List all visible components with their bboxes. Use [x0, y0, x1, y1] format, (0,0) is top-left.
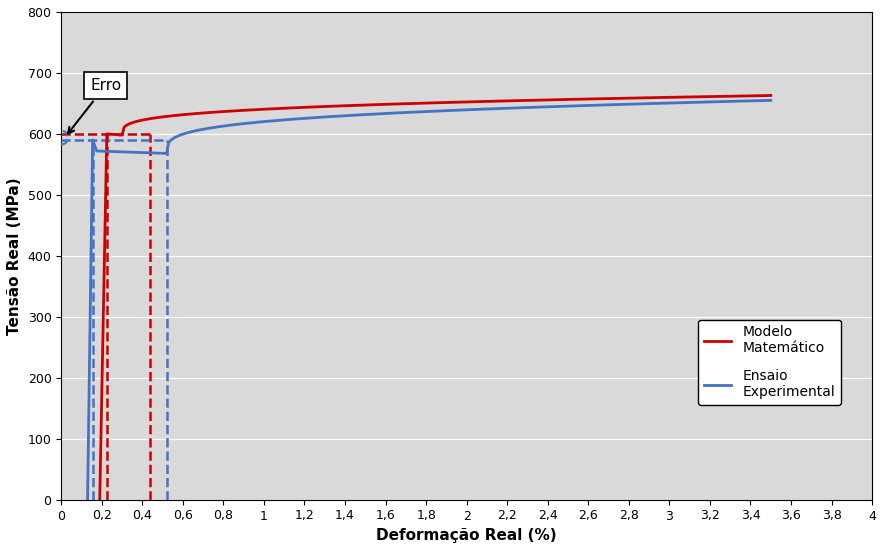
- Modelo
Matemático: [176, 112, 186, 118]
- Ensaio
Experimental: [135, 149, 146, 156]
- Modelo
Matemático: [373, 101, 383, 108]
- Y-axis label: Tensão Real (MPa): Tensão Real (MPa): [7, 177, 22, 334]
- Line: Ensaio
Experimental: Ensaio Experimental: [87, 100, 771, 500]
- Modelo
Matemático: [94, 497, 105, 503]
- Ensaio
Experimental: [82, 497, 93, 503]
- Text: Erro: Erro: [68, 78, 121, 134]
- Ensaio
Experimental: [568, 103, 578, 109]
- Line: Modelo
Matemático: Modelo Matemático: [100, 96, 771, 500]
- Ensaio
Experimental: [585, 102, 596, 109]
- Ensaio
Experimental: [422, 108, 433, 115]
- Modelo
Matemático: [420, 100, 431, 106]
- Modelo
Matemático: [766, 92, 776, 99]
- Ensaio
Experimental: [341, 112, 351, 119]
- Modelo
Matemático: [683, 94, 694, 100]
- Modelo
Matemático: [100, 243, 110, 250]
- Legend: Modelo
Matemático, Ensaio
Experimental: Modelo Matemático, Ensaio Experimental: [698, 320, 841, 405]
- Ensaio
Experimental: [766, 97, 776, 103]
- Ensaio
Experimental: [455, 107, 465, 113]
- Modelo
Matemático: [121, 122, 132, 129]
- X-axis label: Deformação Real (%): Deformação Real (%): [376, 528, 557, 543]
